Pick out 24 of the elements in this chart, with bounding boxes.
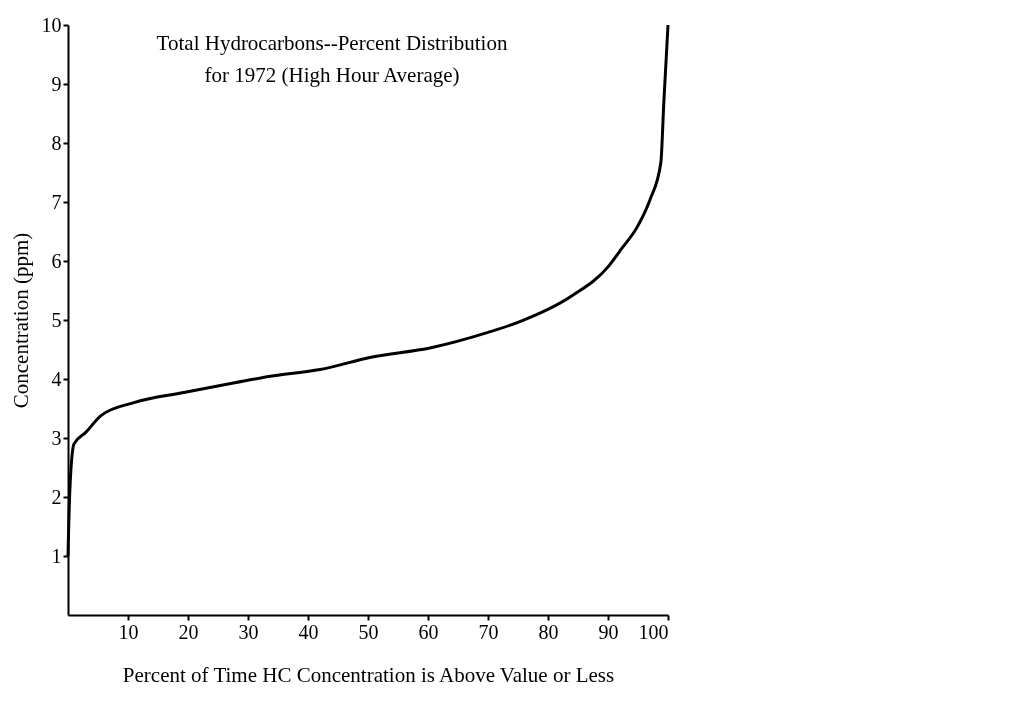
y-tick-label: 4 (51, 367, 62, 390)
y-tick-label: 2 (51, 485, 62, 508)
y-axis-title: Concentration (ppm) (8, 232, 33, 409)
y-tick-label: 6 (51, 249, 62, 272)
y-tick-label: 8 (51, 131, 62, 154)
x-tick-label: 50 (358, 620, 379, 643)
x-tick-label: 60 (418, 620, 439, 643)
x-tick-label: 20 (178, 620, 199, 643)
x-tick-label: 30 (238, 620, 259, 643)
x-tick-label: 10 (118, 620, 139, 643)
y-tick-label: 1 (51, 544, 62, 567)
x-axis-title: Percent of Time HC Concentration is Above Value or Less (122, 662, 615, 687)
chart-title: Total Hydrocarbons--Percent Distribution (156, 31, 508, 55)
x-tick-label: 100 (638, 620, 669, 643)
y-tick-label: 7 (51, 190, 62, 213)
y-tick-label: 10 (41, 13, 62, 36)
x-tick-label: 80 (538, 620, 559, 643)
text: for 1972 (High Hour Average) (204, 63, 460, 87)
x-tick-label: 70 (478, 620, 499, 643)
y-tick-label: 9 (51, 72, 62, 95)
y-tick-label: 5 (51, 308, 62, 331)
y-tick-label: 3 (51, 426, 62, 449)
x-tick-label: 90 (598, 620, 619, 643)
x-tick-label: 40 (298, 620, 319, 643)
